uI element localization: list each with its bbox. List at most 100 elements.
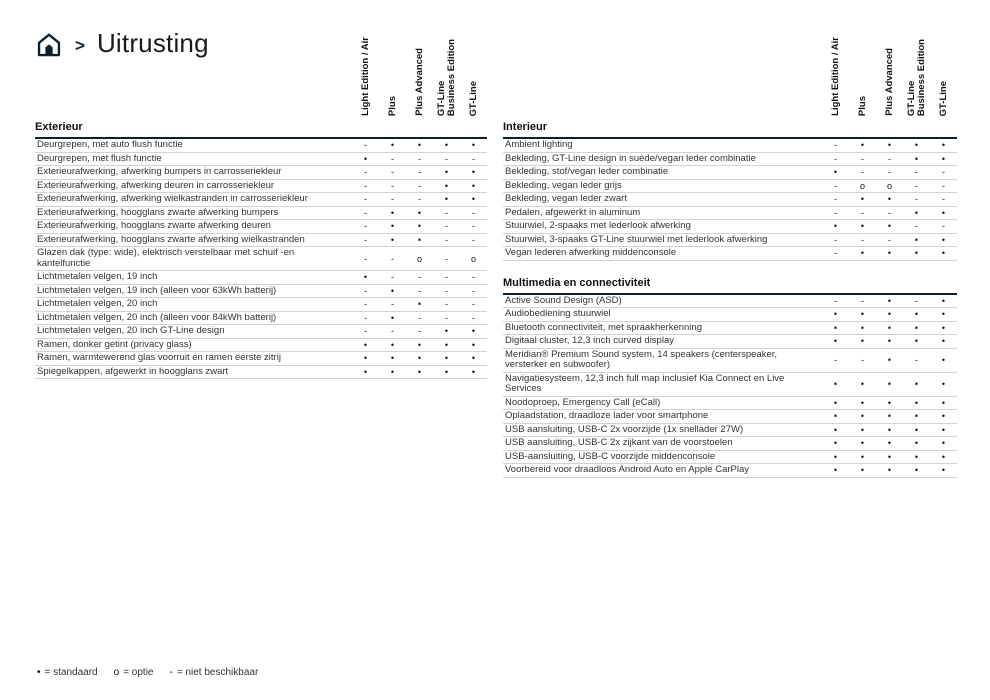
feature-label: Lichtmetalen velgen, 20 inch (alleen voo… xyxy=(37,311,277,323)
feature-label: Pedalen, afgewerkt in aluminum xyxy=(505,206,641,218)
availability-cell: • xyxy=(941,322,946,333)
availability-cell: • xyxy=(833,411,838,422)
availability-cell: • xyxy=(887,465,892,476)
feature-label: Bluetooth connectiviteit, met spraakherk… xyxy=(505,321,702,333)
availability-cell: • xyxy=(860,465,865,476)
availability-cell: • xyxy=(833,221,838,232)
availability-cell: - xyxy=(418,153,421,164)
availability-cell: - xyxy=(445,285,448,296)
feature-label: Bekleding, vegan leder grijs xyxy=(505,179,622,191)
availability-cell: - xyxy=(445,299,448,310)
availability-cell: - xyxy=(418,167,421,178)
availability-cell: • xyxy=(471,167,476,178)
availability-cell: • xyxy=(833,379,838,389)
availability-cell: - xyxy=(942,180,945,191)
availability-cell: • xyxy=(941,153,946,164)
column-header-label: Plus xyxy=(856,95,868,116)
feature-row: Lichtmetalen velgen, 19 inch (alleen voo… xyxy=(35,284,487,298)
feature-label: Lichtmetalen velgen, 20 inch GT-Line des… xyxy=(37,325,225,336)
availability-cell: • xyxy=(417,207,422,218)
feature-row: Deurgrepen, met flush functie • - - - - xyxy=(35,152,487,166)
availability-cell: • xyxy=(914,451,919,462)
availability-cell: - xyxy=(942,194,945,205)
feature-label: USB-aansluiting, USB-C voorzijde middenc… xyxy=(505,450,716,462)
availability-cell: • xyxy=(941,295,946,306)
availability-cell: - xyxy=(418,312,421,323)
legend-symbol: - xyxy=(169,667,173,678)
column-header: GT-Line Business Edition xyxy=(433,39,460,118)
availability-cell: - xyxy=(834,194,837,205)
availability-cell: • xyxy=(941,438,946,449)
feature-row: Bekleding, stof/vegan leder combinatie • -… xyxy=(503,166,957,180)
availability-cell: • xyxy=(860,336,865,347)
availability-cell: - xyxy=(834,295,837,306)
feature-label: Lichtmetalen velgen, 19 inch (alleen voo… xyxy=(37,284,277,296)
availability-cell: - xyxy=(364,221,367,232)
availability-cell: • xyxy=(444,167,449,178)
home-icon[interactable] xyxy=(35,32,63,58)
feature-row: Navigatiesysteem, 12,3 inch full map inc… xyxy=(503,373,957,397)
feature-row: Pedalen, afgewerkt in aluminum - - - • • xyxy=(503,206,957,220)
availability-cell: • xyxy=(860,438,865,449)
availability-cell: • xyxy=(471,180,476,191)
availability-cell: • xyxy=(363,353,368,364)
feature-row: Ramen, warmtewerend glas voorruit en ram… xyxy=(35,352,487,366)
column-header-label: Plus Advanced xyxy=(413,48,425,116)
feature-row: Exterieurafwerking, hoogglans zwarte afw… xyxy=(35,220,487,234)
availability-cell: • xyxy=(444,194,449,205)
availability-cell: • xyxy=(417,221,422,232)
feature-row: Deurgrepen, met auto flush functie - • • • • xyxy=(35,139,487,153)
availability-cell: - xyxy=(915,180,918,191)
availability-cell: - xyxy=(364,194,367,205)
availability-cell: - xyxy=(364,167,367,178)
legend-item: • = standaard xyxy=(37,667,98,678)
availability-cell: • xyxy=(860,322,865,333)
feature-label: Noodoproep, Emergency Call (eCall) xyxy=(505,396,661,408)
feature-label: Active Sound Design (ASD) xyxy=(505,294,622,306)
availability-cell: o xyxy=(470,253,476,264)
availability-cell: o xyxy=(416,253,422,264)
availability-cell: • xyxy=(860,248,865,259)
availability-cell: - xyxy=(861,167,864,178)
feature-row: Exterieurafwerking, hoogglans zwarte afw… xyxy=(35,206,487,220)
column-header: GT-Line Business Edition xyxy=(903,39,930,118)
table-section: Exterieur Deurgrepen, met auto flush func… xyxy=(35,118,487,379)
feature-label: Exterieurafwerking, hoogglans zwarte afw… xyxy=(37,206,279,218)
availability-cell: - xyxy=(888,167,891,178)
availability-cell: - xyxy=(472,312,475,323)
feature-label: USB aansluiting, USB-C 2x zijkant van de… xyxy=(505,437,733,448)
availability-cell: - xyxy=(472,221,475,232)
availability-cell: • xyxy=(390,366,395,377)
column-header-label: Light Edition / Air xyxy=(829,37,841,116)
availability-cell: • xyxy=(363,339,368,350)
availability-cell: • xyxy=(860,140,865,151)
feature-label: Bekleding, GT-Line design in suède/vegan… xyxy=(505,152,756,164)
legend-text: = niet beschikbaar xyxy=(176,667,259,678)
availability-cell: • xyxy=(860,424,865,435)
availability-cell: • xyxy=(941,207,946,218)
feature-row: Spiegelkappen, afgewerkt in hoogglans zw… xyxy=(35,365,487,379)
feature-label: Deurgrepen, met flush functie xyxy=(37,152,162,164)
feature-label: Spiegelkappen, afgewerkt in hoogglans zw… xyxy=(37,365,229,377)
availability-cell: • xyxy=(860,309,865,320)
availability-cell: • xyxy=(914,424,919,435)
availability-cell: • xyxy=(363,153,368,164)
page-title: Uitrusting xyxy=(96,28,209,58)
table-section: Interieur Ambient lighting - • • • • Bekleding,… xyxy=(503,118,957,261)
availability-cell: • xyxy=(390,339,395,350)
availability-cell: • xyxy=(941,140,946,151)
availability-cell: • xyxy=(887,411,892,422)
legend-symbol: o xyxy=(113,667,120,678)
availability-cell: • xyxy=(860,451,865,462)
availability-cell: - xyxy=(391,167,394,178)
feature-label: Deurgrepen, met auto flush functie xyxy=(37,139,183,150)
availability-cell: • xyxy=(887,438,892,449)
availability-cell: • xyxy=(941,451,946,462)
feature-label: Voorbereid voor draadloos Android Auto e… xyxy=(505,464,749,475)
feature-row: Exterieurafwerking, afwerking wielkastra… xyxy=(35,193,487,207)
availability-cell: • xyxy=(444,180,449,191)
availability-cell: - xyxy=(364,180,367,191)
availability-cell: - xyxy=(364,299,367,310)
availability-cell: - xyxy=(418,326,421,337)
availability-cell: - xyxy=(861,355,864,365)
